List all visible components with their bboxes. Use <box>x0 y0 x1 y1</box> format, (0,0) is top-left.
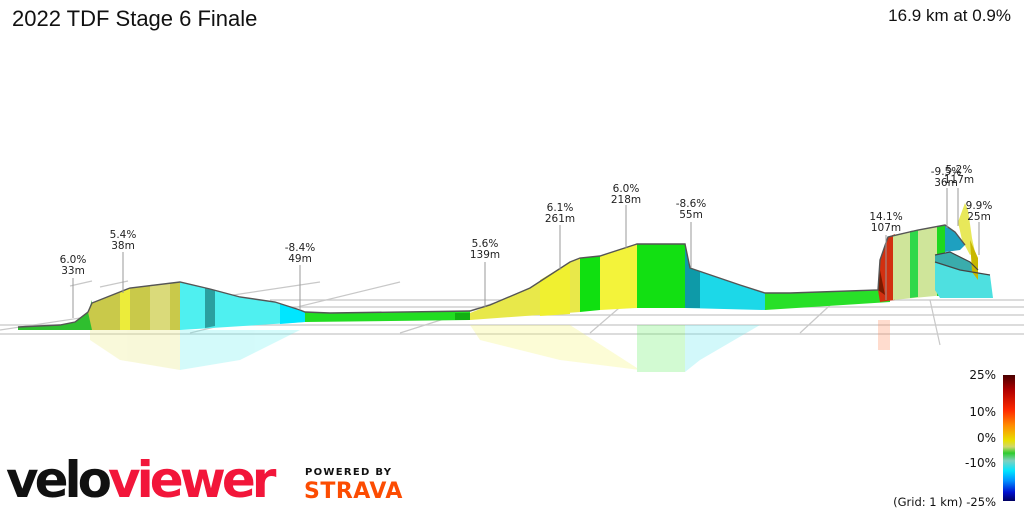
svg-text:139m: 139m <box>470 249 500 261</box>
route-summary: 16.9 km at 0.9% <box>888 6 1011 25</box>
profile-walls <box>18 203 993 330</box>
gradient-color-scale <box>1003 375 1015 501</box>
powered-by-label: POWERED BY <box>305 467 393 478</box>
svg-text:218m: 218m <box>611 194 641 206</box>
profile-reflection <box>90 320 890 372</box>
legend-tick-0: 0% <box>976 431 996 445</box>
svg-text:261m: 261m <box>545 213 575 225</box>
segment-annotations: 6.0% 33m 5.4% 38m -8.4% 49m 5.6% 139m 6.… <box>60 164 993 277</box>
svg-text:9.9%: 9.9% <box>966 200 993 212</box>
legend-tick-25: 25% <box>969 368 996 382</box>
svg-text:6.0%: 6.0% <box>60 254 87 266</box>
svg-text:107m: 107m <box>871 222 901 234</box>
svg-text:6.1%: 6.1% <box>547 202 574 214</box>
svg-text:14.1%: 14.1% <box>869 211 902 223</box>
svg-text:-8.4%: -8.4% <box>285 242 315 254</box>
svg-text:-8.6%: -8.6% <box>676 198 706 210</box>
grid-note: (Grid: 1 km) -25% <box>893 495 996 509</box>
svg-text:5.2%: 5.2% <box>946 164 973 176</box>
svg-text:49m: 49m <box>288 253 312 265</box>
strava-logo: STRAVA <box>304 479 403 504</box>
svg-text:-9.5%: -9.5% <box>931 166 961 178</box>
legend-tick-minus10: -10% <box>964 456 996 470</box>
legend-tick-10: 10% <box>969 405 996 419</box>
svg-text:33m: 33m <box>61 265 85 277</box>
svg-text:6.0%: 6.0% <box>613 183 640 195</box>
svg-text:5.4%: 5.4% <box>110 229 137 241</box>
annotation-leaders <box>72 188 980 318</box>
svg-text:117m: 117m <box>944 174 974 186</box>
chart-title: 2022 TDF Stage 6 Finale <box>12 6 258 31</box>
veloviewer-logo: veloviewer <box>6 451 276 509</box>
svg-text:38m: 38m <box>111 240 135 252</box>
profile-outline <box>17 224 966 328</box>
svg-text:36m: 36m <box>934 177 958 189</box>
svg-text:5.6%: 5.6% <box>472 238 499 250</box>
svg-text:25m: 25m <box>967 211 991 223</box>
svg-text:55m: 55m <box>679 209 703 221</box>
